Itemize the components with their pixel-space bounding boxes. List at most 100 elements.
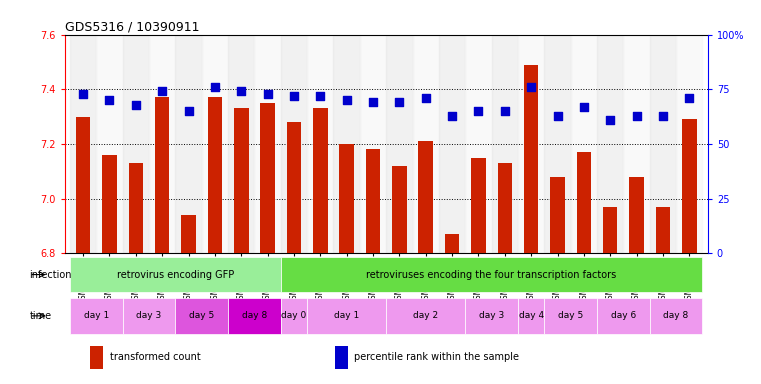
Point <box>473 108 485 114</box>
Bar <box>387 298 465 334</box>
Point <box>630 113 642 119</box>
Point <box>262 91 274 97</box>
Bar <box>682 119 696 253</box>
Bar <box>70 35 97 253</box>
Bar <box>623 35 650 253</box>
Bar <box>465 298 518 334</box>
Point <box>393 99 406 106</box>
Bar <box>307 35 333 253</box>
Point <box>367 99 379 106</box>
Bar <box>445 234 460 253</box>
Bar <box>603 207 617 253</box>
Point <box>156 88 168 94</box>
Point <box>77 91 89 97</box>
Bar <box>70 257 281 292</box>
Bar <box>181 215 196 253</box>
Bar <box>465 35 492 253</box>
Point <box>683 95 696 101</box>
Bar <box>123 35 149 253</box>
Bar <box>76 117 91 253</box>
Bar <box>228 298 281 334</box>
Point <box>446 113 458 119</box>
Bar <box>439 35 465 253</box>
Text: day 5: day 5 <box>189 311 215 320</box>
Point <box>209 84 221 90</box>
Point <box>419 95 431 101</box>
Bar <box>518 35 544 253</box>
Text: percentile rank within the sample: percentile rank within the sample <box>354 352 519 362</box>
Bar <box>518 298 544 334</box>
Text: retrovirus encoding GFP: retrovirus encoding GFP <box>116 270 234 280</box>
Bar <box>228 35 254 253</box>
Bar <box>492 35 518 253</box>
Point <box>525 84 537 90</box>
Bar <box>91 346 103 369</box>
Bar <box>650 298 702 334</box>
Bar <box>544 35 571 253</box>
Text: retroviruses encoding the four transcription factors: retroviruses encoding the four transcrip… <box>367 270 616 280</box>
Bar <box>335 346 348 369</box>
Point <box>183 108 195 114</box>
Text: day 0: day 0 <box>282 311 307 320</box>
Text: day 3: day 3 <box>136 311 161 320</box>
Bar <box>650 35 676 253</box>
Bar <box>471 158 486 253</box>
Bar <box>360 35 387 253</box>
Bar <box>333 35 360 253</box>
Bar <box>387 35 412 253</box>
Text: time: time <box>30 311 52 321</box>
Bar <box>129 163 143 253</box>
Point <box>288 93 300 99</box>
Bar <box>550 177 565 253</box>
Point <box>498 108 511 114</box>
Text: day 8: day 8 <box>664 311 689 320</box>
Bar <box>202 35 228 253</box>
Bar <box>392 166 406 253</box>
Text: transformed count: transformed count <box>110 352 200 362</box>
Text: day 3: day 3 <box>479 311 505 320</box>
Bar <box>155 98 170 253</box>
Bar <box>307 298 387 334</box>
Text: GDS5316 / 10390911: GDS5316 / 10390911 <box>65 20 199 33</box>
Point <box>657 113 669 119</box>
Bar <box>70 298 123 334</box>
Text: day 5: day 5 <box>558 311 584 320</box>
Bar <box>254 35 281 253</box>
Point <box>235 88 247 94</box>
Bar <box>577 152 591 253</box>
Text: infection: infection <box>30 270 72 280</box>
Point <box>552 113 564 119</box>
Bar <box>175 298 228 334</box>
Text: day 1: day 1 <box>84 311 109 320</box>
Bar <box>281 35 307 253</box>
Bar <box>629 177 644 253</box>
Bar <box>313 108 327 253</box>
Bar <box>524 65 538 253</box>
Bar <box>571 35 597 253</box>
Text: day 2: day 2 <box>413 311 438 320</box>
Point <box>130 101 142 108</box>
Bar <box>339 144 354 253</box>
Bar <box>287 122 301 253</box>
Bar <box>281 257 702 292</box>
Bar <box>656 207 670 253</box>
Bar <box>149 35 175 253</box>
Text: day 8: day 8 <box>242 311 267 320</box>
Point <box>103 97 116 103</box>
Point <box>314 93 326 99</box>
Bar <box>544 298 597 334</box>
Text: day 6: day 6 <box>611 311 636 320</box>
Bar <box>208 98 222 253</box>
Bar <box>366 149 380 253</box>
Point <box>578 104 590 110</box>
Bar <box>419 141 433 253</box>
Point <box>341 97 353 103</box>
Bar <box>676 35 702 253</box>
Point <box>604 117 616 123</box>
Bar <box>234 108 249 253</box>
Text: day 4: day 4 <box>518 311 543 320</box>
Text: day 1: day 1 <box>334 311 359 320</box>
Bar <box>260 103 275 253</box>
Bar <box>175 35 202 253</box>
Bar <box>102 155 116 253</box>
